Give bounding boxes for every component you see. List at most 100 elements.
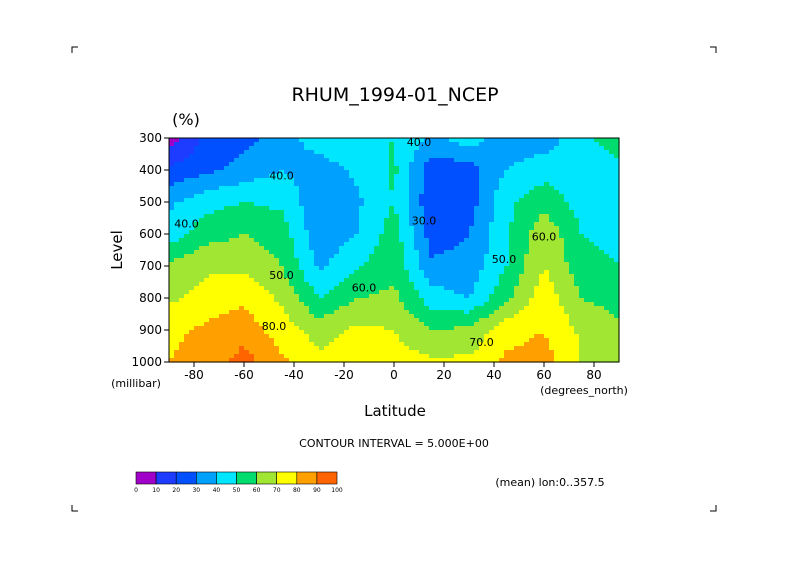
heatmap-cell xyxy=(499,306,505,311)
heatmap-cell xyxy=(374,142,380,147)
heatmap-cell xyxy=(429,342,435,347)
heatmap-cell xyxy=(609,142,615,147)
heatmap-cell xyxy=(469,158,475,163)
heatmap-cell xyxy=(414,302,420,307)
heatmap-cell xyxy=(509,306,515,311)
heatmap-cell xyxy=(439,350,445,355)
heatmap-cell xyxy=(304,206,310,211)
heatmap-cell xyxy=(189,286,195,291)
heatmap-cell xyxy=(609,214,615,219)
heatmap-cell xyxy=(369,186,375,191)
heatmap-cell xyxy=(449,346,455,351)
heatmap-cell xyxy=(344,170,350,175)
heatmap-cell xyxy=(274,330,280,335)
heatmap-cell xyxy=(504,178,510,183)
heatmap-cell xyxy=(194,154,200,159)
heatmap-cell xyxy=(539,246,545,251)
heatmap-cell xyxy=(284,226,290,231)
heatmap-cell xyxy=(574,226,580,231)
heatmap-cell xyxy=(299,322,305,327)
heatmap-cell xyxy=(209,210,215,215)
heatmap-cell xyxy=(484,238,490,243)
heatmap-cell xyxy=(584,182,590,187)
heatmap-cell xyxy=(444,346,450,351)
heatmap-cell xyxy=(589,346,595,351)
heatmap-cell xyxy=(459,314,465,319)
heatmap-cell xyxy=(579,206,585,211)
heatmap-cell xyxy=(614,150,620,155)
heatmap-cell xyxy=(439,286,445,291)
heatmap-cell xyxy=(519,154,525,159)
heatmap-cell xyxy=(524,266,530,271)
heatmap-cell xyxy=(449,238,455,243)
heatmap-cell xyxy=(194,174,200,179)
heatmap-cell xyxy=(424,326,430,331)
heatmap-cell xyxy=(229,242,235,247)
heatmap-cell xyxy=(309,318,315,323)
heatmap-cell xyxy=(554,210,560,215)
heatmap-cell xyxy=(459,178,465,183)
heatmap-cell xyxy=(344,338,350,343)
heatmap-cell xyxy=(339,306,345,311)
heatmap-cell xyxy=(494,270,500,275)
heatmap-cell xyxy=(524,246,530,251)
heatmap-cell xyxy=(284,258,290,263)
heatmap-cell xyxy=(324,218,330,223)
heatmap-cell xyxy=(204,338,210,343)
heatmap-cell xyxy=(609,182,615,187)
heatmap-cell xyxy=(399,218,405,223)
heatmap-cell xyxy=(419,270,425,275)
heatmap-cell xyxy=(559,342,565,347)
heatmap-cell xyxy=(334,246,340,251)
heatmap-cell xyxy=(499,254,505,259)
heatmap-cell xyxy=(469,230,475,235)
heatmap-cell xyxy=(384,290,390,295)
heatmap-cell xyxy=(259,266,265,271)
heatmap-cell xyxy=(484,214,490,219)
heatmap-cell xyxy=(299,150,305,155)
heatmap-cell xyxy=(604,182,610,187)
heatmap-cell xyxy=(564,298,570,303)
heatmap-cell xyxy=(219,306,225,311)
heatmap-cell xyxy=(329,326,335,331)
heatmap-cell xyxy=(399,210,405,215)
heatmap-cell xyxy=(524,226,530,231)
heatmap-cell xyxy=(569,290,575,295)
heatmap-cell xyxy=(544,246,550,251)
heatmap-cell xyxy=(489,154,495,159)
heatmap-cell xyxy=(169,158,175,163)
heatmap-cell xyxy=(394,182,400,187)
heatmap-cell xyxy=(294,262,300,267)
heatmap-cell xyxy=(194,138,200,143)
heatmap-cell xyxy=(544,346,550,351)
heatmap-cell xyxy=(264,186,270,191)
heatmap-cell xyxy=(594,142,600,147)
heatmap-cell xyxy=(314,206,320,211)
heatmap-cell xyxy=(544,214,550,219)
heatmap-cell xyxy=(449,234,455,239)
heatmap-cell xyxy=(489,254,495,259)
heatmap-cell xyxy=(224,270,230,275)
heatmap-cell xyxy=(374,278,380,283)
heatmap-cell xyxy=(334,322,340,327)
heatmap-cell xyxy=(244,358,250,363)
heatmap-cell xyxy=(234,226,240,231)
heatmap-cell xyxy=(339,182,345,187)
heatmap-cell xyxy=(429,346,435,351)
heatmap-cell xyxy=(184,246,190,251)
heatmap-cell xyxy=(554,302,560,307)
heatmap-cell xyxy=(314,258,320,263)
heatmap-cell xyxy=(599,142,605,147)
heatmap-cell xyxy=(309,210,315,215)
heatmap-cell xyxy=(434,346,440,351)
heatmap-cell xyxy=(444,354,450,359)
heatmap-cell xyxy=(414,202,420,207)
heatmap-cell xyxy=(584,150,590,155)
heatmap-cell xyxy=(329,322,335,327)
heatmap-cell xyxy=(604,298,610,303)
heatmap-cell xyxy=(599,350,605,355)
heatmap-cell xyxy=(559,158,565,163)
heatmap-cell xyxy=(319,142,325,147)
heatmap-cell xyxy=(374,190,380,195)
heatmap-cell xyxy=(484,166,490,171)
